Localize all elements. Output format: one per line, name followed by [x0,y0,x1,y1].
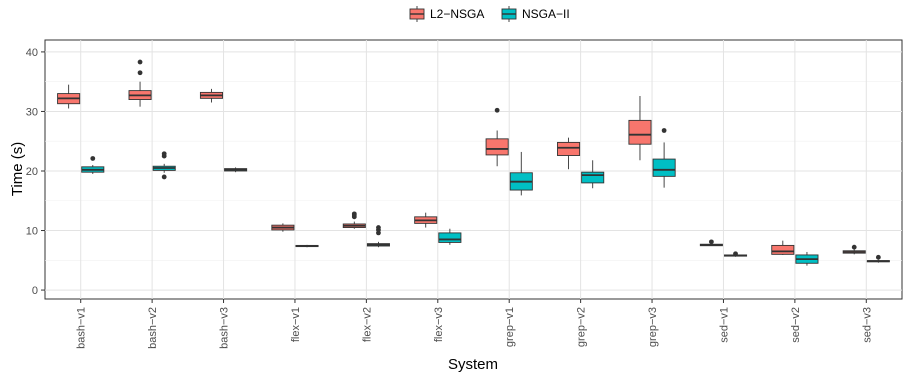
grid-lines [45,40,902,299]
box-body [557,141,581,156]
legend-label: NSGA−II [522,7,570,21]
box-nsga-ii [366,225,390,248]
box-body [628,119,652,145]
y-axis: 0 10 20 30 40 [26,47,45,297]
box-l2-nsga [199,88,223,103]
legend: L2−NSGA NSGA−II [409,6,570,22]
box-l2-nsga [842,244,866,255]
x-tick-label: bash−v2 [147,307,159,349]
box-body [581,171,605,184]
box-l2-nsga [557,137,581,170]
box-nsga-ii [152,151,176,180]
x-tick-label: grep−v1 [504,307,516,347]
box-marks [57,59,890,266]
outlier-point [351,211,357,217]
x-tick-label: flex−v3 [433,307,445,342]
box-nsga-ii [724,251,748,257]
x-axis: bash−v1 bash−v2 bash−v3 flex−v1 flex−v2 flex−… [76,299,873,349]
box-nsga-ii [581,160,605,189]
plot-panel [44,39,903,300]
x-tick-label: sed−v1 [718,307,730,343]
x-axis-title: System [448,356,498,373]
outlier-point [161,151,167,157]
box-nsga-ii [795,251,819,266]
outlier-point [875,254,881,260]
box-l2-nsga [485,107,509,167]
y-axis-title: Time (s) [9,142,26,196]
x-tick-label: flex−v1 [290,307,302,342]
box-body [485,138,509,156]
box-body [438,232,462,243]
legend-label: L2−NSGA [430,7,484,21]
y-tick-label: 20 [26,166,38,178]
box-l2-nsga [771,240,795,255]
box-nsga-ii [866,254,890,263]
box-nsga-ii [295,244,319,248]
box-nsga-ii [81,156,105,174]
box-l2-nsga [128,59,152,107]
y-tick-label: 0 [32,285,38,297]
box-body [771,244,795,255]
outlier-point [90,156,96,161]
legend-item: NSGA−II [501,6,570,22]
box-l2-nsga [628,95,652,161]
x-tick-label: flex−v2 [361,307,373,342]
box-body [652,158,676,177]
legend-item: L2−NSGA [409,6,484,22]
x-tick-label: grep−v3 [647,307,659,347]
box-nsga-ii [438,228,462,245]
y-tick-label: 30 [26,106,38,118]
outlier-point [733,251,738,257]
box-nsga-ii [652,128,676,188]
outlier-point [161,174,167,180]
x-tick-label: bash−v3 [219,307,231,349]
box-l2-nsga [57,84,81,109]
box-nsga-ii [224,167,248,173]
outlier-point [137,59,143,65]
x-tick-label: sed−v2 [790,307,802,343]
box-l2-nsga [271,223,295,232]
y-tick-label: 40 [26,47,38,59]
box-nsga-ii [509,151,533,196]
outlier-point [376,225,381,230]
outlier-point [708,239,714,245]
outlier-point [661,128,667,133]
box-l2-nsga [699,239,723,247]
x-tick-label: grep−v2 [576,307,588,347]
x-tick-label: bash−v1 [76,307,88,349]
box-l2-nsga [414,212,438,228]
outlier-point [494,107,500,113]
y-tick-label: 10 [26,226,38,238]
outlier-point [851,244,857,250]
outlier-point [137,70,143,76]
box-l2-nsga [342,211,366,229]
x-tick-label: sed−v3 [861,307,873,343]
